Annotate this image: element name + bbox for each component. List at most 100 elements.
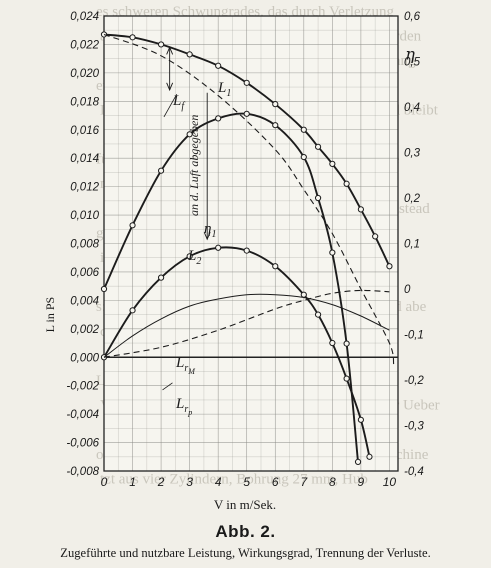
data-point-l-2 <box>300 291 307 298</box>
x-tick-label: 6 <box>272 475 279 489</box>
data-point--1 <box>129 222 136 229</box>
y-left-tick-label: 0,010 <box>70 210 99 222</box>
data-point-l-2 <box>329 339 336 347</box>
label-l2: L2 <box>187 248 201 267</box>
y-right-tick-label: 0,6 <box>404 11 421 23</box>
y-left-tick-label: 0,016 <box>70 125 99 137</box>
y-left-tick-label: -0,006 <box>66 438 99 450</box>
data-point--1 <box>186 131 193 138</box>
data-point-l-2 <box>343 375 350 382</box>
series-line-l-f <box>103 33 395 365</box>
data-point--1 <box>215 115 222 122</box>
y-left-tick-label: 0,008 <box>70 239 99 251</box>
y-left-tick-label: 0,012 <box>70 182 99 194</box>
data-point--1 <box>272 122 279 129</box>
y-left-tick-label: 0,006 <box>70 267 99 279</box>
y-left-axis-label: L in PS <box>43 297 57 333</box>
leader-line-lrp <box>162 382 173 391</box>
label-lrp: Lrp <box>175 396 192 417</box>
y-left-tick-label: -0,004 <box>66 409 99 421</box>
y-right-tick-label: -0,3 <box>404 421 424 433</box>
data-point-l-1 <box>186 51 193 58</box>
background-text-line: tzt aus vier Zylindern, Bohrung 27 mm, H… <box>100 471 368 487</box>
data-point-l-1 <box>157 41 165 48</box>
y-left-tick-label: 0,020 <box>70 68 99 80</box>
y-left-tick-label: -0,008 <box>66 466 99 478</box>
data-point-l-2 <box>314 311 322 318</box>
label-l1: L1 <box>217 80 231 99</box>
data-point-l-2 <box>129 307 136 314</box>
x-tick-label: 7 <box>300 475 308 489</box>
y-left-tick-label: 0,002 <box>70 324 99 336</box>
x-tick-label: 0 <box>101 475 108 489</box>
y-right-tick-label: 0,5 <box>404 57 421 69</box>
data-point-l-1 <box>129 34 136 41</box>
data-point--1 <box>314 194 322 202</box>
data-point-l-1 <box>357 206 364 213</box>
data-point-l-1 <box>372 233 379 240</box>
annotation-arrow-head <box>203 231 211 241</box>
x-tick-label: 10 <box>383 475 397 489</box>
x-tick-label: 1 <box>129 475 136 489</box>
data-point-l-1 <box>300 126 307 133</box>
series-line-l-r-p <box>103 289 390 358</box>
y-right-tick-label: 0,4 <box>404 102 420 114</box>
leader-line-l1 <box>163 94 178 118</box>
data-point-l-2 <box>366 453 373 460</box>
data-point--1 <box>243 110 250 117</box>
x-tick-label: 5 <box>243 475 250 489</box>
figure-label: Abb. 2. <box>215 522 276 541</box>
x-tick-label: 3 <box>186 475 193 489</box>
data-point-l-1 <box>272 101 279 108</box>
x-tick-label: 9 <box>358 475 365 489</box>
grid <box>103 15 398 472</box>
data-point-l-1 <box>314 143 322 150</box>
data-point--1 <box>300 153 307 161</box>
lf-arrow-head <box>166 46 174 55</box>
y-left-tick-label: 0,014 <box>70 153 99 165</box>
y-right-tick-label: 0,2 <box>404 193 421 205</box>
figure-caption: Zugeführte und nutzbare Leistung, Wirkun… <box>60 546 431 560</box>
data-point--1 <box>157 167 165 174</box>
y-right-axis-label: η <box>405 45 415 64</box>
data-point-l-2 <box>186 253 193 260</box>
data-point-l-2 <box>215 244 222 251</box>
data-point--1 <box>329 249 336 256</box>
plot-frame <box>103 15 399 472</box>
data-point-l-1 <box>215 62 222 69</box>
annotation-text: an d. Luft abgegeben <box>187 115 201 216</box>
y-right-tick-label: 0,3 <box>404 148 421 160</box>
y-right-tick-label: -0,1 <box>404 330 424 342</box>
y-right-tick-label: -0,4 <box>404 466 424 478</box>
y-left-tick-label: 0,000 <box>70 352 99 364</box>
y-left-tick-label: -0,002 <box>66 381 99 393</box>
data-point--1 <box>343 340 350 347</box>
data-point-l-2 <box>272 263 279 270</box>
x-tick-label: 8 <box>329 475 336 489</box>
data-point-l-2 <box>243 247 250 254</box>
y-left-tick-label: 0,022 <box>70 39 99 51</box>
data-point--1 <box>354 458 362 465</box>
data-point-l-1 <box>343 180 350 187</box>
label-lf: Lf <box>172 93 185 112</box>
data-point-l-2 <box>157 274 165 281</box>
data-point-l-1 <box>243 79 250 86</box>
data-point-l-1 <box>386 263 393 270</box>
lf-arrow-head <box>166 82 174 92</box>
label-lrm: LrM <box>175 355 196 376</box>
y-right-tick-label: 0 <box>404 284 411 296</box>
chart: -0,008 -0,006 -0,004 -0,002 0,000 0,002 0,004 0… <box>43 11 424 512</box>
y-left-tick-label: 0,004 <box>70 295 99 307</box>
y-right-tick-label: 0,1 <box>404 239 420 251</box>
data-point-l-1 <box>329 160 336 167</box>
series-line--1 <box>103 112 359 462</box>
data-point-l-1 <box>100 31 108 38</box>
label-eta1: η1 <box>204 221 216 240</box>
y-left-tick-label: 0,018 <box>70 96 99 108</box>
data-point-l-2 <box>357 416 364 423</box>
y-left-tick-label: 0,024 <box>70 11 99 23</box>
x-tick-label: 2 <box>157 475 165 489</box>
x-axis-label: V in m/Sek. <box>214 497 276 512</box>
data-point--1 <box>100 285 108 293</box>
x-tick-label: 4 <box>215 475 222 489</box>
